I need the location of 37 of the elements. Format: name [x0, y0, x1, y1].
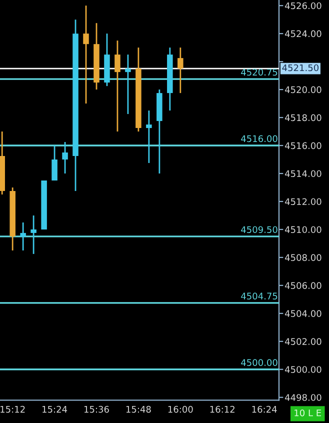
y-tick-label: 4518.00 — [284, 114, 322, 122]
y-tick-label: 4506.00 — [284, 282, 322, 289]
y-tick-label: 4498.00 — [284, 394, 322, 401]
x-tick-label: 15:36 — [84, 406, 109, 413]
ref-line-label: 4520.75 — [241, 68, 278, 76]
y-tick-label: 4504.00 — [284, 310, 322, 317]
x-tick-label: 16:12 — [210, 406, 234, 413]
x-tick-label: 15:24 — [42, 406, 68, 413]
ref-line-label: 4509.50 — [241, 226, 278, 234]
y-tick-label: 4516.00 — [284, 142, 322, 150]
y-tick-label: 4524.00 — [284, 30, 322, 38]
ref-line-label: 4516.00 — [241, 135, 278, 142]
candlestick — [114, 40, 120, 132]
y-tick-label: 4500.00 — [284, 366, 322, 373]
x-tick-label: 16:00 — [168, 406, 193, 413]
ref-line-label: 4500.00 — [241, 359, 278, 366]
text: 10 L E — [294, 409, 322, 416]
y-tick-label: 4526.00 — [284, 2, 322, 10]
ref-line-label: 4504.75 — [241, 292, 278, 300]
candlestick — [52, 144, 58, 182]
candlestick — [146, 110, 152, 164]
y-tick-label: 4520.00 — [284, 86, 322, 94]
x-tick-label: 15:12 — [0, 406, 25, 413]
candlestick — [178, 46, 184, 94]
candlestick — [20, 222, 26, 252]
x-tick-label: 15:48 — [126, 406, 151, 413]
x-tick-label: 16:24 — [252, 406, 277, 413]
candlestick — [62, 141, 68, 174]
y-tick-label: 4510.00 — [284, 226, 322, 234]
ref-line-label: 4521.50 — [282, 64, 319, 72]
y-tick-label: 4508.00 — [284, 254, 322, 262]
candlestick — [30, 214, 36, 255]
candlestick — [125, 54, 131, 115]
candlestick — [83, 4, 89, 104]
y-tick-label: 4512.00 — [284, 198, 322, 206]
y-tick-label: 4502.00 — [284, 338, 322, 345]
y-tick-label: 4514.00 — [284, 170, 322, 178]
